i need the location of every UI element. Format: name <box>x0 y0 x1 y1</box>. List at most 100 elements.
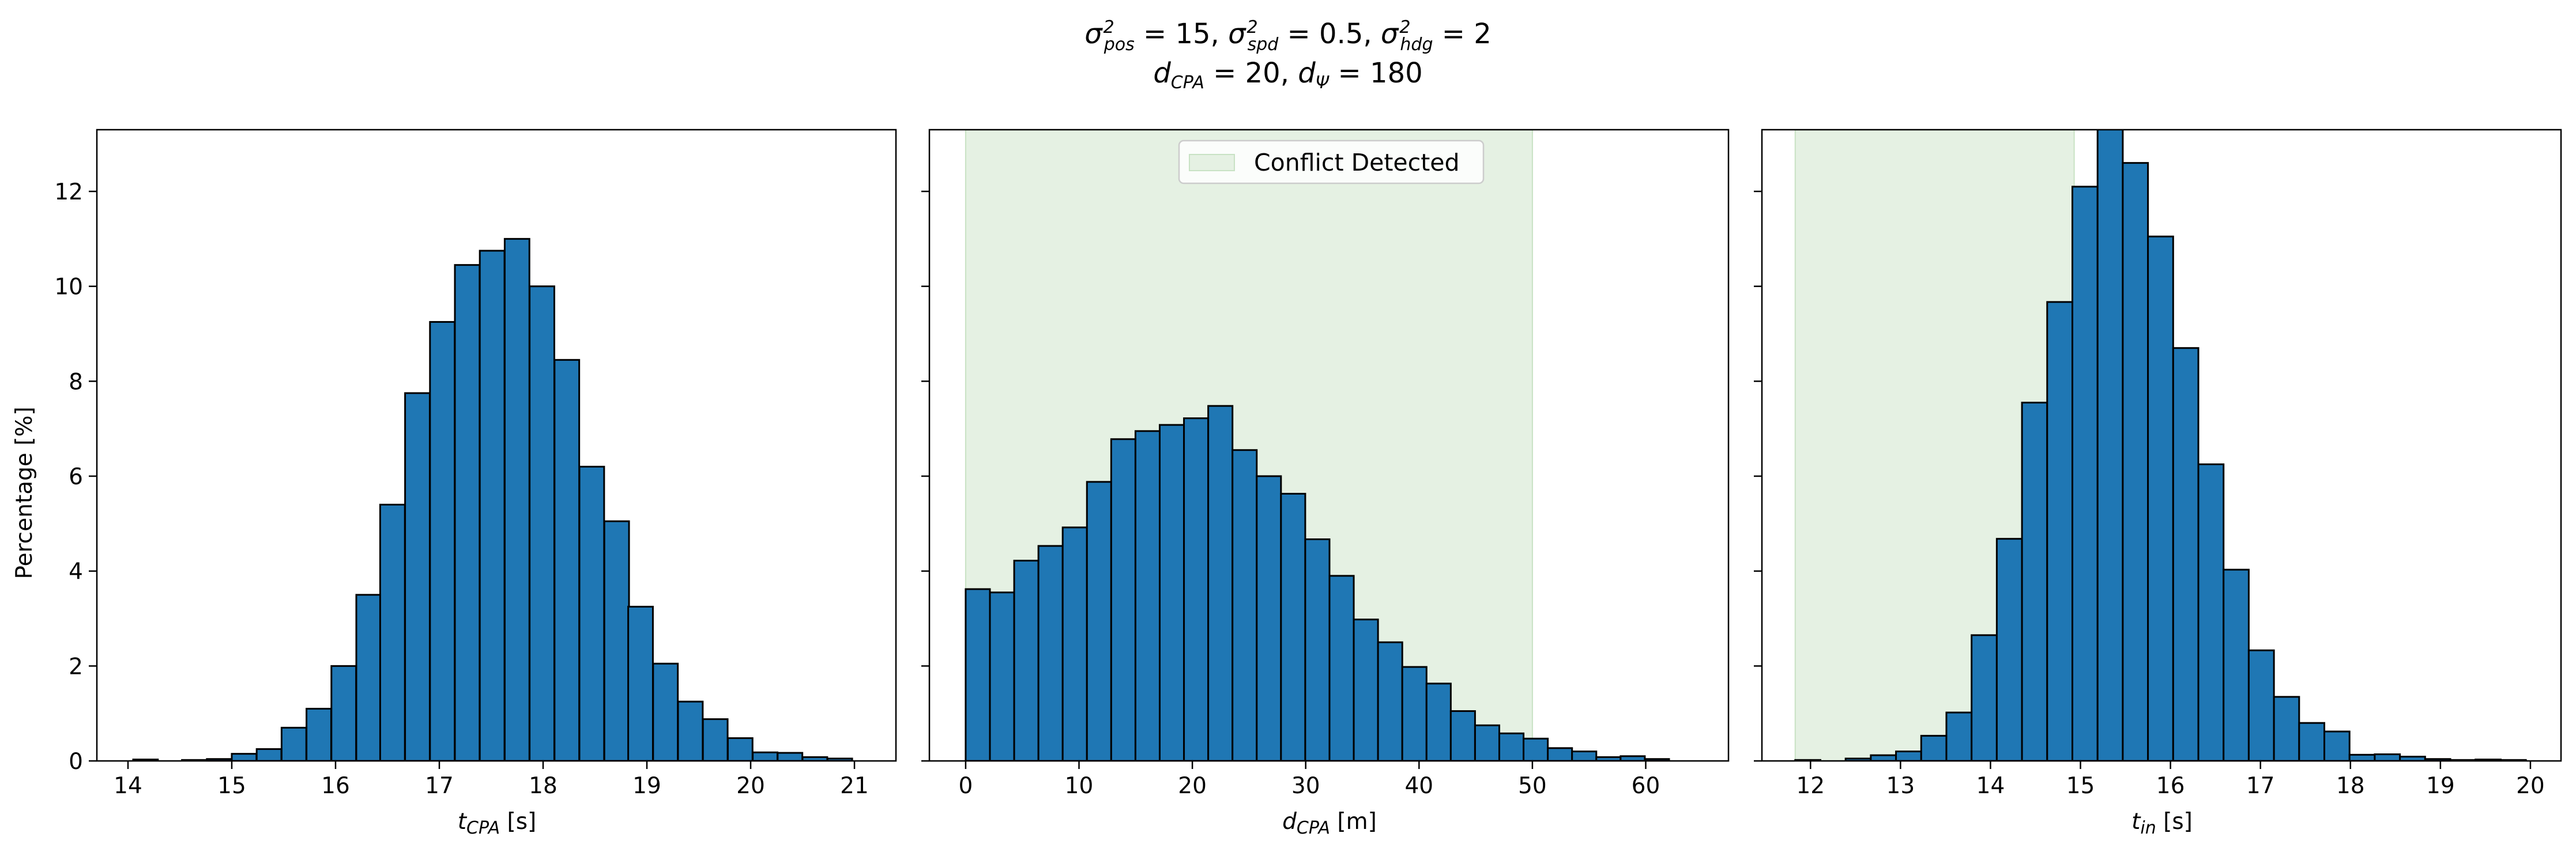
x-tick-label: 20 <box>1178 773 1207 799</box>
histogram-bar <box>2021 401 2048 761</box>
histogram-bar <box>1280 492 1306 761</box>
x-tick-label: 19 <box>2426 773 2455 799</box>
histogram-bar <box>553 359 581 761</box>
histogram-bar <box>1920 734 1948 761</box>
histogram-bar <box>2247 649 2275 761</box>
histogram-bar <box>2046 301 2073 761</box>
histogram-bar <box>379 503 406 761</box>
axes-frame <box>96 129 897 762</box>
histogram-bar <box>1995 538 2023 761</box>
histogram-panel-t-cpa: 14 15 16 17 18 19 20 21 0 2 4 6 8 10 12 <box>54 129 897 799</box>
histogram-bar <box>1870 754 1897 761</box>
histogram-bar <box>2147 235 2174 761</box>
histogram-bar <box>429 321 456 761</box>
y-tick-label: 0 <box>69 749 83 775</box>
x-tick-label: 21 <box>840 773 869 799</box>
histogram-bar <box>2223 568 2250 761</box>
chart-title-line-1: σ2 pos = 15, σ2 spd = 0.5, σ2 hdg = 2 <box>1084 17 1492 55</box>
histogram-bar <box>1425 683 1452 761</box>
x-tick-label: 16 <box>2156 773 2185 799</box>
histogram-bar <box>2071 186 2099 761</box>
x-axis-label-d-cpa: dCPA [m] <box>1282 809 1377 838</box>
legend-swatch <box>1189 154 1235 171</box>
x-tick-label: 15 <box>2066 773 2095 799</box>
y-tick-label: 2 <box>69 654 83 680</box>
x-tick-label: 12 <box>1796 773 1825 799</box>
histogram-bar <box>965 588 991 761</box>
histogram-bar <box>1353 619 1379 761</box>
histogram-bar <box>1158 424 1185 761</box>
histogram-bar <box>1971 634 1998 761</box>
x-tick-label: 60 <box>1632 773 1660 799</box>
histogram-bar <box>404 392 431 761</box>
y-tick-label: 4 <box>69 559 83 585</box>
histogram-bar <box>1037 545 1064 761</box>
histogram-bar <box>1644 758 1670 761</box>
histogram-bar <box>578 466 605 761</box>
histogram-bar <box>1134 430 1161 761</box>
x-tick-label: 10 <box>1065 773 1094 799</box>
histogram-bar <box>2323 730 2351 761</box>
x-tick-label: 20 <box>736 773 765 799</box>
histogram-bar <box>989 591 1015 761</box>
histogram-bar <box>652 662 679 761</box>
histogram-bar <box>1110 438 1136 761</box>
histogram-bar <box>1401 666 1428 761</box>
histogram-bar <box>479 250 506 761</box>
histogram-bar <box>777 752 804 761</box>
x-tick-label: 20 <box>2516 773 2545 799</box>
legend-label: Conflict Detected <box>1254 149 1460 176</box>
histogram-bar <box>1231 449 1258 761</box>
histogram-bar <box>529 285 555 761</box>
x-tick-label: 0 <box>958 773 973 799</box>
histogram-bar <box>1547 747 1573 761</box>
x-tick-label: 17 <box>2246 773 2275 799</box>
histogram-bar <box>231 753 258 761</box>
histogram-bar <box>2348 753 2376 761</box>
histogram-bar <box>1013 560 1040 761</box>
y-tick-label: 10 <box>54 274 83 300</box>
x-tick-label: 50 <box>1518 773 1547 799</box>
histogram-bar <box>1328 575 1355 761</box>
histogram-bar <box>1086 481 1112 761</box>
histogram-bar <box>2374 753 2401 761</box>
histogram-bar <box>280 726 307 761</box>
histogram-bar <box>726 737 754 761</box>
histogram-bar <box>1377 641 1403 761</box>
x-axis-label-t-in: tin [s] <box>2131 809 2193 838</box>
y-tick-label: 12 <box>54 179 83 205</box>
x-tick-label: 17 <box>425 773 454 799</box>
histogram-panel-t-in: 12 13 14 15 16 17 18 19 20 <box>1754 129 2562 799</box>
histogram-bar <box>1304 538 1331 761</box>
x-tick-label: 16 <box>321 773 350 799</box>
histogram-bar <box>1207 405 1234 761</box>
histogram-panel-d-cpa: 0 10 20 30 40 50 60 Conflict Detected <box>921 129 1730 799</box>
axes-frame <box>1761 129 2562 762</box>
histogram-bar <box>2298 722 2326 761</box>
histogram-bar <box>603 520 630 761</box>
histogram-bar <box>627 605 654 761</box>
x-tick-label: 14 <box>1976 773 2005 799</box>
x-tick-label: 19 <box>632 773 661 799</box>
histogram-bar <box>330 665 357 761</box>
histogram-bar <box>1449 710 1476 761</box>
histogram-bar <box>1523 737 1549 761</box>
histogram-bar <box>355 594 382 761</box>
histogram-bar <box>1571 751 1598 761</box>
histogram-bar <box>1256 475 1282 761</box>
x-tick-label: 18 <box>529 773 558 799</box>
histogram-bar <box>1895 751 1922 761</box>
axes-frame <box>928 129 1730 762</box>
x-tick-label: 14 <box>114 773 142 799</box>
histogram-bar <box>1183 417 1210 761</box>
chart-title-line-2: dCPA = 20, dΨ = 180 <box>1153 57 1422 93</box>
histogram-bar <box>255 748 283 761</box>
y-axis-label: Percentage [%] <box>12 406 37 579</box>
histogram-bar <box>1945 711 1973 761</box>
y-tick-label: 6 <box>69 464 83 490</box>
histogram-bar <box>677 700 704 761</box>
histogram-bar <box>503 237 530 761</box>
histogram-bar <box>2197 463 2225 761</box>
histogram-bar <box>2122 162 2149 761</box>
